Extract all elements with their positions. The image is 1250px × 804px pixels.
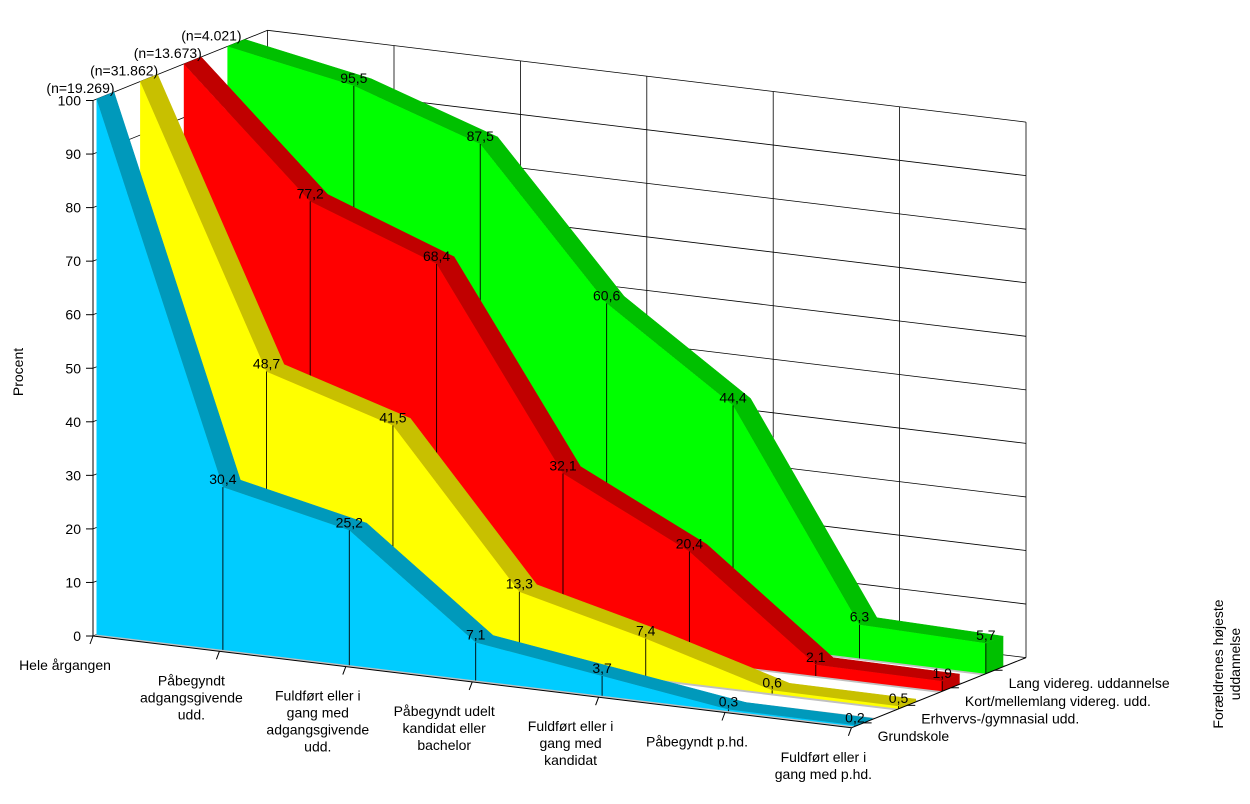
data-label: 41,5 bbox=[379, 409, 406, 425]
y-tick-label: 20 bbox=[65, 521, 81, 537]
data-label: 30,4 bbox=[209, 471, 236, 487]
data-label: 20,4 bbox=[676, 535, 703, 551]
y-tick-label: 70 bbox=[65, 253, 81, 269]
x-tick bbox=[89, 635, 94, 645]
series-ribbons bbox=[96, 39, 1005, 727]
x-tick-label-line: gang med bbox=[539, 735, 601, 751]
data-label: 48,7 bbox=[253, 356, 280, 372]
x-tick-label-line: gang med p.hd. bbox=[775, 766, 872, 782]
x-tick-label-line: udd. bbox=[304, 739, 331, 755]
data-label: 1,9 bbox=[932, 665, 952, 681]
data-label: 25,2 bbox=[336, 514, 363, 530]
x-tick-label: Fuldført eller i gang med kandidat bbox=[528, 718, 614, 768]
data-label: 7,1 bbox=[466, 626, 486, 642]
series-n-label: (n=4.021) bbox=[181, 27, 241, 43]
depth-tick-label: Lang videreg. uddannelse bbox=[1009, 675, 1170, 691]
x-tick bbox=[721, 712, 726, 721]
x-tick-label-line: adgangsgivende bbox=[266, 722, 369, 738]
data-label: 68,4 bbox=[423, 248, 450, 264]
data-label: 87,5 bbox=[467, 128, 494, 144]
data-label: 0,2 bbox=[845, 709, 865, 725]
x-tick bbox=[215, 651, 220, 660]
x-tick-label-line: Påbegyndt udelt bbox=[394, 703, 495, 719]
axes: 0 10 20 30 40 50 60 70 80 90 100 Hele årgangen Påbeg… bbox=[19, 93, 1243, 782]
x-tick-label-line: Fuldført eller i bbox=[275, 688, 361, 704]
data-label: 0,5 bbox=[889, 690, 909, 706]
depth-tick-label: Kort/mellemlang videreg. udd. bbox=[965, 693, 1151, 709]
data-label: 0,6 bbox=[762, 674, 782, 690]
data-label: 32,1 bbox=[549, 458, 576, 474]
series-ribbon bbox=[96, 91, 873, 727]
data-label: 5,7 bbox=[976, 627, 996, 643]
data-label: 95,5 bbox=[340, 70, 367, 86]
depth-tick-label: Grundskole bbox=[878, 728, 950, 744]
x-tick-label-line: Påbegyndt p.hd. bbox=[646, 734, 748, 750]
y-tick-label: 10 bbox=[65, 574, 81, 590]
x-tick-label-line: adgangsgivende bbox=[140, 689, 243, 705]
y-tick-label: 60 bbox=[65, 307, 81, 323]
data-label: 7,4 bbox=[636, 623, 656, 639]
x-tick-label-line: Påbegyndt bbox=[158, 672, 225, 688]
depth-axis-label: Forældrenes højesteuddannelse bbox=[1210, 599, 1243, 728]
x-tick-label-line: Hele årgangen bbox=[19, 657, 111, 673]
x-tick-label-line: udd. bbox=[178, 706, 205, 722]
x-tick-label: Hele årgangen bbox=[19, 657, 111, 673]
x-tick bbox=[468, 681, 473, 691]
ribbon-front-face bbox=[96, 99, 855, 727]
x-tick-label: Påbegyndt p.hd. bbox=[646, 734, 748, 750]
data-label: 13,3 bbox=[506, 576, 533, 592]
y-tick-label: 80 bbox=[65, 200, 81, 216]
y-tick-label: 40 bbox=[65, 414, 81, 430]
y-tick-label: 100 bbox=[58, 93, 82, 109]
x-tick bbox=[847, 727, 852, 736]
x-tick-label: Fuldført eller i gang med adgangsgivende ud… bbox=[266, 688, 369, 755]
value-labels: 95,5 87,5 60,6 44,4 6,3 5,7 (n=4.021) 77,2 68,4 3… bbox=[46, 27, 995, 725]
series-n-label: (n=13.673) bbox=[134, 45, 202, 61]
data-label: 0,3 bbox=[719, 693, 739, 709]
x-tick-label-line: Fuldført eller i bbox=[528, 718, 614, 734]
data-label: 3,7 bbox=[592, 660, 612, 676]
x-tick-label-line: kandidat bbox=[544, 752, 597, 768]
x-tick-label: Fuldført eller i gang med p.hd. bbox=[775, 749, 872, 782]
y-axis-label: Procent bbox=[10, 348, 26, 396]
data-label: 2,1 bbox=[806, 649, 826, 665]
ribbon-end-cap bbox=[942, 674, 960, 692]
depth-tick-label: Erhvervs-/gymnasial udd. bbox=[921, 710, 1079, 726]
x-tick-label: Påbegyndt adgangsgivende udd. bbox=[140, 672, 243, 722]
y-tick-label: 0 bbox=[73, 628, 81, 644]
ribbon-end-cap bbox=[985, 636, 1004, 674]
x-tick-label-line: gang med bbox=[287, 705, 349, 721]
data-label: 77,2 bbox=[297, 185, 324, 201]
ribbon-end-cap bbox=[898, 699, 916, 709]
series-n-label: (n=31.862) bbox=[90, 63, 158, 79]
depth-axis-label-line: uddannelse bbox=[1227, 628, 1243, 701]
y-tick-label: 50 bbox=[65, 360, 81, 376]
depth-axis-line bbox=[851, 657, 1027, 729]
x-tick bbox=[595, 697, 600, 706]
data-label: 6,3 bbox=[850, 609, 870, 625]
x-tick-label: Påbegyndt udelt kandidat eller bachelor bbox=[394, 703, 495, 753]
x-tick bbox=[342, 666, 347, 675]
x-tick-label-line: kandidat eller bbox=[403, 720, 487, 736]
data-label: 60,6 bbox=[593, 287, 620, 303]
y-tick-label: 90 bbox=[65, 146, 81, 162]
x-tick-label-line: bachelor bbox=[417, 737, 471, 753]
y-tick-label: 30 bbox=[65, 467, 81, 483]
depth-axis-label-line: Forældrenes højeste bbox=[1210, 599, 1226, 728]
data-label: 44,4 bbox=[719, 389, 746, 405]
x-tick-label-line: Fuldført eller i bbox=[781, 749, 867, 765]
series-n-label: (n=19.269) bbox=[46, 80, 114, 96]
